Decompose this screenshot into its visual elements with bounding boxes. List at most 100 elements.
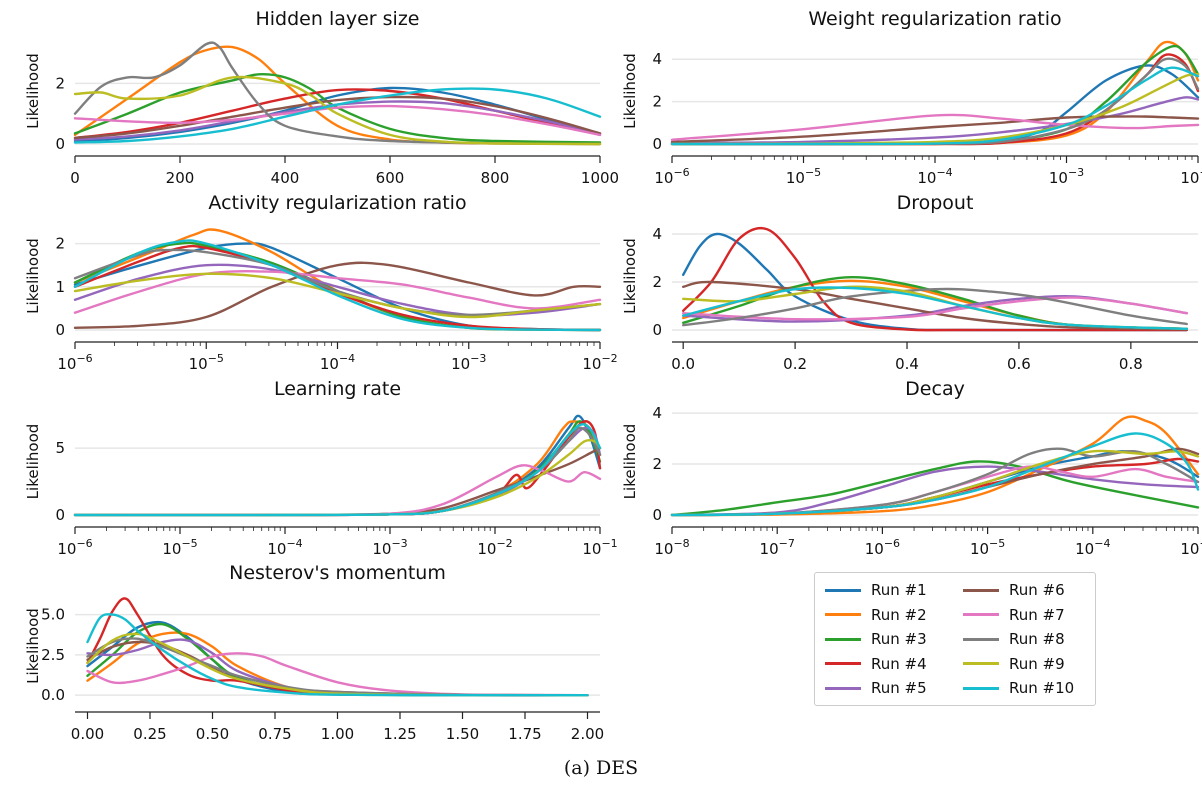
legend-entry: Run #8 (963, 629, 1065, 649)
chart-title: Nesterov's momentum (229, 562, 446, 584)
panel-2: Weight regularization ratio 0 2 4 Likelihood… (621, 8, 1202, 187)
legend-entry: Run #1 (825, 580, 927, 600)
x-tick-label: 1.75 (508, 725, 541, 743)
series-line-run-6 (73, 261, 602, 329)
series-line-run-5 (73, 263, 602, 317)
panel-1: Hidden layer size 0 2 Likelihood 0 200 400 600 8… (24, 8, 619, 187)
x-tick-label: 0.25 (133, 725, 166, 743)
x-tick-label: 10−8 (654, 537, 689, 558)
series-line-run-9 (73, 272, 602, 319)
x-tick-label: 10−4 (917, 166, 952, 187)
series-line-run-5 (73, 426, 602, 517)
x-tick-label: 600 (376, 169, 405, 187)
chart-title: Learning rate (274, 378, 401, 400)
y-tick-label: 5 (55, 439, 65, 457)
x-tick-label: 10−6 (865, 537, 900, 558)
y-tick-label: 4 (652, 225, 662, 243)
series-line-run-9 (86, 632, 589, 697)
series-line-run-8 (73, 41, 602, 146)
series-line-run-10 (73, 423, 602, 517)
legend-label: Run #8 (1009, 630, 1065, 648)
x-tick-label: 0 (70, 169, 80, 187)
series-line-run-8 (86, 637, 589, 697)
series-line-run-8 (73, 248, 602, 317)
series-line-run-5 (670, 465, 1200, 517)
y-tick-label: 0 (55, 321, 65, 339)
y-tick-label: 2 (652, 455, 662, 473)
series-line-run-3 (670, 44, 1200, 146)
y-axis-label: Likelihood (24, 238, 42, 314)
x-tick-label: 10−2 (1180, 166, 1202, 187)
x-tick-label: 1000 (581, 169, 619, 187)
y-axis-label: Likelihood (621, 238, 639, 314)
y-tick-label: 0.0 (41, 686, 65, 704)
panel-3: Activity regularization ratio 0 1 2 Likeliho… (24, 192, 618, 373)
series-line-run-7 (73, 104, 602, 137)
x-tick-label: 10−5 (189, 352, 224, 373)
y-axis-label: Likelihood (24, 424, 42, 500)
x-tick-label: 10−6 (654, 166, 689, 187)
legend-label: Run #2 (871, 605, 927, 624)
x-tick-label: 0.2 (783, 355, 807, 373)
legend-swatch (825, 613, 861, 616)
series-line-run-5 (670, 96, 1200, 145)
legend-entry: Run #10 (963, 678, 1074, 698)
legend-label: Run #10 (1009, 679, 1075, 697)
series-line-run-6 (682, 280, 1188, 331)
panel-5: Learning rate 0 5 Likelihood 10−6 10−5 10−4 10−… (24, 378, 618, 558)
y-tick-label: 1 (55, 278, 65, 296)
y-tick-label: 0 (55, 135, 65, 153)
legend-label: Run #3 (871, 630, 927, 648)
x-tick-label: 10−5 (786, 166, 821, 187)
y-tick-label: 2 (55, 74, 65, 92)
y-axis-label: Likelihood (621, 53, 639, 129)
legend-swatch (825, 686, 861, 690)
y-tick-label: 0 (652, 506, 662, 524)
legend: Run #1 Run #2 Run #3 Run #4 Run #5 Run #6 Run … (814, 572, 1096, 706)
x-tick-label: 10−6 (57, 537, 92, 558)
series-line-run-9 (73, 75, 602, 146)
chart-title: Weight regularization ratio (808, 8, 1061, 30)
series-line-run-8 (682, 287, 1188, 327)
legend-swatch (825, 637, 861, 641)
series-line-run-7 (73, 270, 602, 314)
x-tick-label: 10−3 (372, 537, 407, 558)
legend-swatch (963, 637, 999, 641)
series-line-run-6 (670, 115, 1200, 144)
figure-caption: (a) DES (563, 757, 639, 779)
panel-4: Dropout 0 2 4 Likelihood 0.0 0.2 0.4 0.6 0.8 (621, 192, 1198, 373)
legend-label: Run #6 (1009, 581, 1065, 599)
x-tick-label: 10−6 (57, 352, 92, 373)
legend-swatch (963, 686, 999, 690)
legend-swatch (825, 662, 861, 665)
x-tick-label: 10−1 (582, 537, 617, 558)
legend-swatch (825, 588, 861, 592)
series-line-run-3 (73, 72, 602, 144)
y-tick-label: 4 (652, 404, 662, 422)
series-line-run-10 (682, 286, 1188, 330)
x-tick-label: 10−3 (1180, 537, 1202, 558)
x-tick-label: 10−5 (162, 537, 197, 558)
legend-label: Run #7 (1009, 605, 1065, 624)
x-tick-label: 0.8 (1119, 355, 1143, 373)
x-tick-label: 0.0 (671, 355, 695, 373)
x-tick-label: 10−4 (267, 537, 302, 558)
y-tick-label: 0 (55, 506, 65, 524)
series-line-run-10 (670, 432, 1200, 517)
series-line-run-10 (670, 66, 1200, 146)
y-tick-label: 2.5 (41, 646, 65, 664)
x-tick-label: 2.00 (571, 725, 604, 743)
legend-swatch (963, 613, 999, 616)
x-tick-label: 400 (271, 169, 300, 187)
chart-title: Hidden layer size (255, 8, 419, 30)
legend-entry: Run #5 (825, 678, 927, 698)
series-line-run-10 (86, 613, 589, 697)
x-tick-label: 0.75 (258, 725, 291, 743)
legend-entry: Run #2 (825, 605, 927, 625)
series-line-run-4 (73, 420, 602, 517)
legend-label: Run #1 (871, 581, 927, 599)
y-axis-label: Likelihood (621, 424, 639, 500)
x-tick-label: 1.50 (446, 725, 479, 743)
